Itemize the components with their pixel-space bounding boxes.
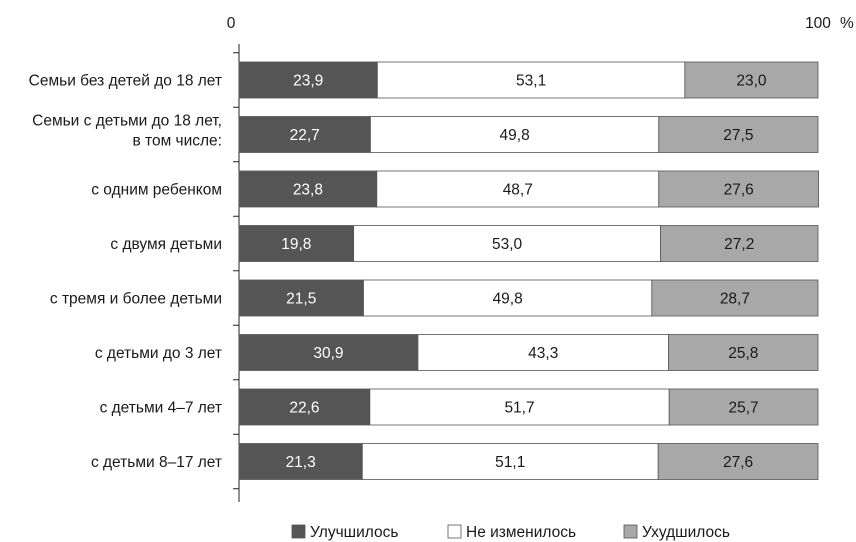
x-tick-label: 0 (227, 15, 236, 32)
bar-segment-improved (238, 388, 371, 426)
data-label: 23,8 (293, 182, 323, 199)
data-label: 25,7 (729, 400, 759, 417)
y-axis (233, 44, 240, 502)
data-label: 21,3 (286, 454, 316, 471)
legend-label: Не изменилось (466, 524, 576, 541)
data-label: 25,8 (728, 345, 758, 362)
data-label: 28,7 (720, 291, 750, 308)
data-label: 23,9 (293, 73, 323, 90)
category-labels: Семьи без детей до 18 лет Семьи с детьми … (29, 73, 222, 472)
bar-segment-unchanged (376, 61, 686, 99)
data-label: 53,0 (492, 236, 523, 253)
data-label: 51,7 (504, 400, 534, 417)
category-label: Семьи без детей до 18 лет (29, 73, 222, 90)
bar-segment-improved (238, 116, 371, 153)
bar-segment-unchanged (369, 388, 670, 426)
legend-swatch (291, 524, 306, 539)
bar-segment-unchanged (417, 334, 670, 371)
x-tick-label: 100 (805, 15, 831, 32)
bar-segment-worsened (658, 116, 819, 153)
legend: Улучшилось Не изменилось Ухудшилось (291, 524, 730, 541)
data-label: 53,1 (516, 73, 546, 90)
bar-segment-improved (238, 279, 364, 317)
data-label: 23,0 (736, 73, 767, 90)
bar-segment-unchanged (363, 279, 653, 317)
category-label: с детьми 8–17 лет (91, 454, 222, 471)
bar-segment-worsened (657, 443, 819, 480)
data-label: 27,2 (724, 236, 754, 253)
data-label: 27,6 (724, 182, 754, 199)
category-label: с детьми до 3 лет (95, 345, 222, 362)
category-label: с одним ребенком (91, 182, 222, 199)
legend-swatch (623, 524, 638, 539)
category-label: с двумя детьми (110, 236, 222, 253)
data-label: 27,5 (723, 127, 753, 144)
data-label: 49,8 (493, 291, 523, 308)
bar-segment-unchanged (370, 116, 660, 153)
data-label: 48,7 (503, 182, 533, 199)
data-label: 22,7 (290, 127, 320, 144)
bar-segment-unchanged (376, 170, 660, 208)
legend-label: Ухудшилось (642, 524, 730, 541)
data-label: 49,8 (500, 127, 530, 144)
bar-segment-unchanged (361, 443, 659, 480)
data-label: 21,5 (286, 291, 316, 308)
legend-swatch (447, 524, 462, 539)
category-label: с детьми 4–7 лет (100, 400, 222, 417)
bar-segment-worsened (668, 388, 819, 426)
bar-segment-improved (238, 334, 419, 371)
bar-segment-improved (238, 225, 355, 262)
bar-segment-unchanged (353, 225, 661, 262)
bar-segment-improved (238, 170, 378, 208)
legend-label: Улучшилось (310, 524, 398, 541)
data-label: 22,6 (289, 400, 319, 417)
bar-segment-worsened (660, 225, 819, 262)
x-axis-unit: % (840, 15, 854, 32)
data-label: 19,8 (281, 236, 311, 253)
bar-segment-worsened (658, 170, 819, 208)
bar-segment-worsened (651, 279, 819, 317)
x-axis-ticks: 0 100% (227, 15, 854, 32)
bars: 23,9 53,1 23,0 22,7 49,8 27,5 23,8 48,7 27,6 19,8… (238, 61, 819, 480)
data-label: 30,9 (313, 345, 343, 362)
category-label: Семьи с детьми до 18 лет, в том числе: (32, 113, 222, 150)
data-label: 27,6 (723, 454, 753, 471)
bar-segment-worsened (668, 334, 819, 371)
data-label: 51,1 (495, 454, 525, 471)
data-label: 43,3 (528, 345, 558, 362)
category-label: с тремя и более детьми (50, 291, 222, 308)
bar-segment-worsened (684, 61, 819, 99)
